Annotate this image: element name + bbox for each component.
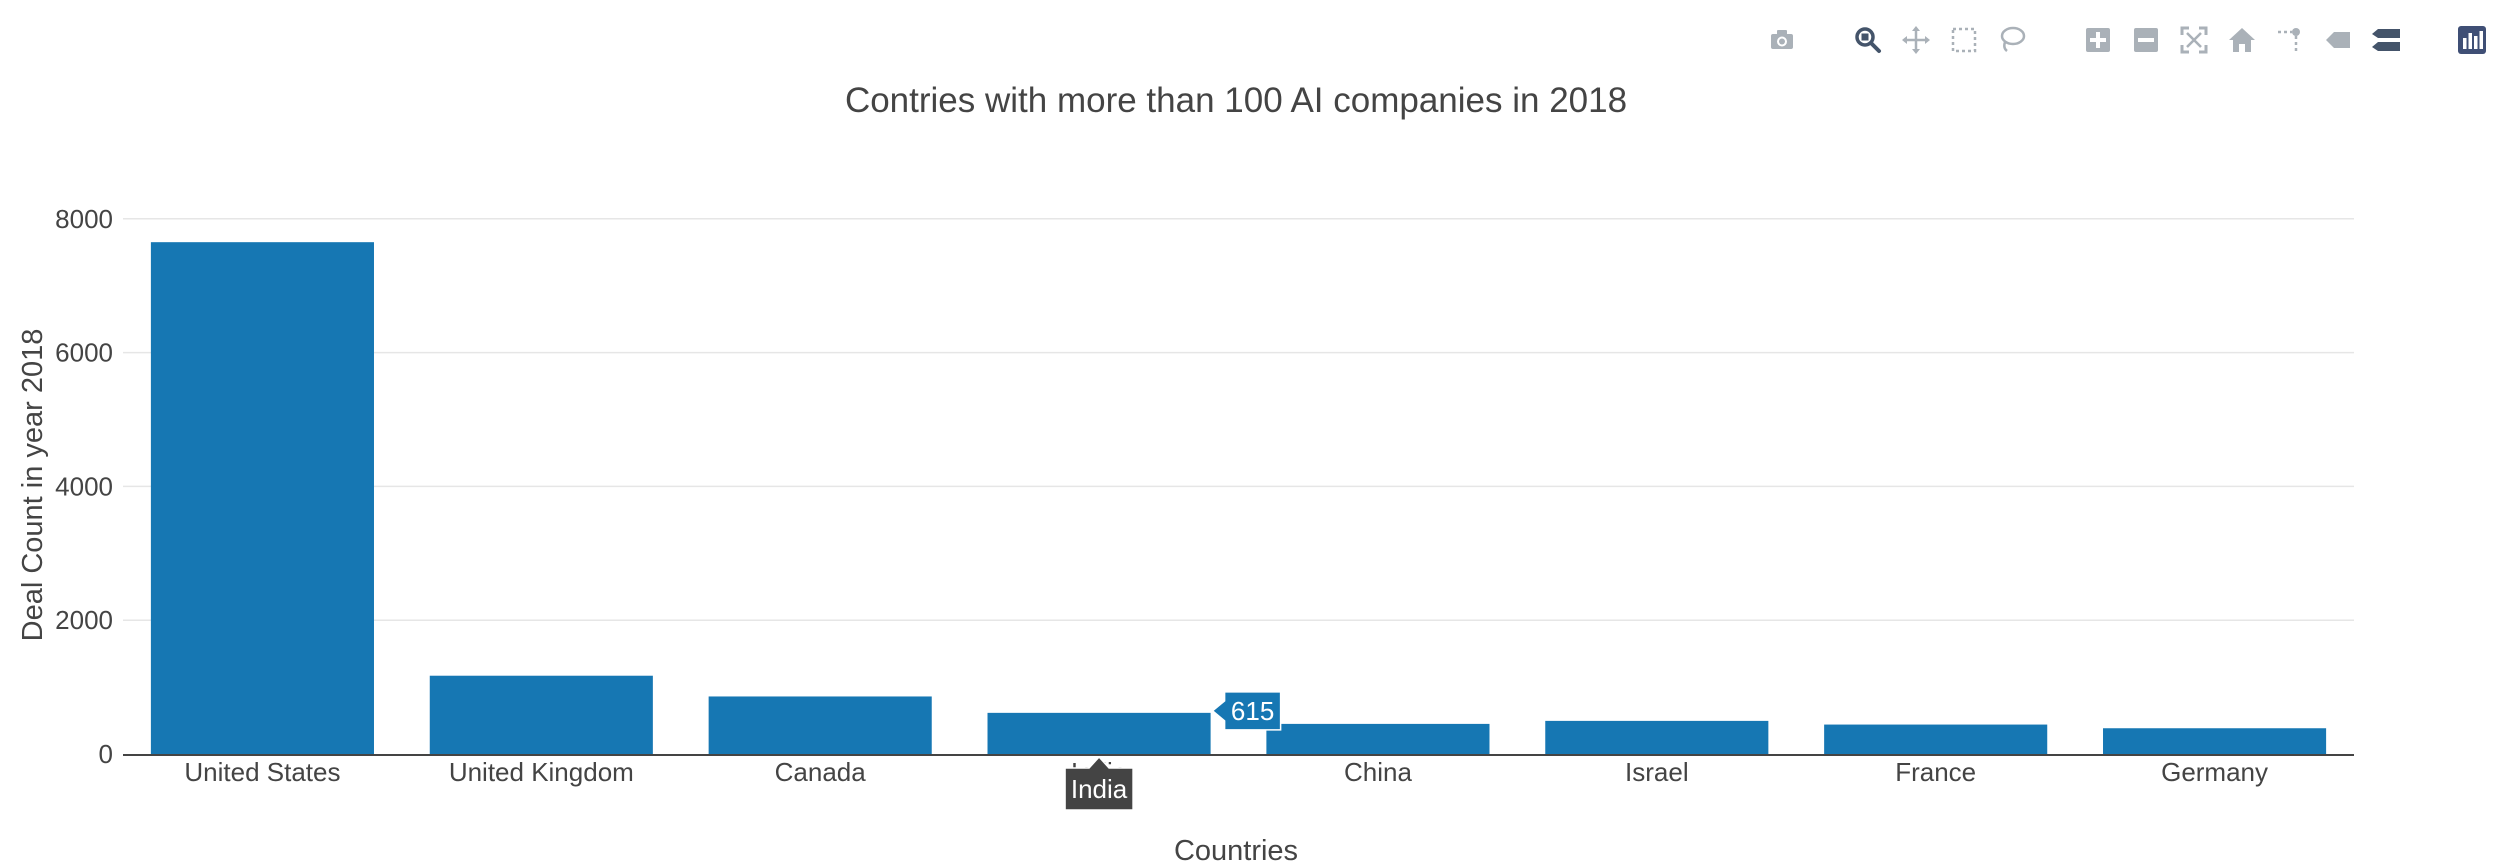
bar[interactable] <box>150 242 374 754</box>
bars <box>150 242 2327 754</box>
zoom-out-icon[interactable] <box>2128 22 2164 58</box>
axes: 0 2000 4000 6000 8000 United States United Kin… <box>55 204 2354 787</box>
bar[interactable] <box>708 696 932 754</box>
modebar <box>1720 22 2496 58</box>
y-tick-label: 4000 <box>55 471 113 501</box>
gridlines <box>123 218 2354 621</box>
plotly-logo-icon[interactable] <box>2454 22 2490 58</box>
hover-category-label: India <box>1071 774 1128 804</box>
x-tick-label: Germany <box>2161 757 2268 787</box>
bar[interactable] <box>2103 728 2327 754</box>
hover-value-label: 615 <box>1231 696 1274 726</box>
hover-value-box <box>1211 691 1282 731</box>
y-tick-label: 2000 <box>55 605 113 635</box>
box-select-icon[interactable] <box>1946 22 1982 58</box>
reset-axes-icon[interactable] <box>2224 22 2260 58</box>
y-tick-label: 0 <box>99 739 113 769</box>
zoom-icon[interactable] <box>1850 22 1886 58</box>
modebar-group <box>1844 22 2036 58</box>
spike-lines-icon[interactable] <box>2272 22 2308 58</box>
camera-icon[interactable] <box>1764 22 1800 58</box>
chart-title: Contries with more than 100 AI companies… <box>845 81 1627 120</box>
x-tick-label: France <box>1895 757 1976 787</box>
bar[interactable] <box>987 712 1211 754</box>
y-tick-label: 8000 <box>55 204 113 234</box>
modebar-group <box>2448 22 2496 58</box>
x-tick-label: Canada <box>775 757 867 787</box>
hover-compare-icon[interactable] <box>2368 22 2404 58</box>
bar[interactable] <box>1266 723 1490 754</box>
pan-icon[interactable] <box>1898 22 1934 58</box>
x-tick-label: Israel <box>1625 757 1689 787</box>
bar[interactable] <box>1545 720 1769 754</box>
bar[interactable] <box>429 675 653 754</box>
hover-labels: 615 India <box>1064 691 1282 811</box>
zoom-in-icon[interactable] <box>2080 22 2116 58</box>
x-tick-label: United States <box>184 757 340 787</box>
y-tick-label: 6000 <box>55 338 113 368</box>
modebar-group <box>2074 22 2410 58</box>
autoscale-icon[interactable] <box>2176 22 2212 58</box>
hover-closest-icon[interactable] <box>2320 22 2356 58</box>
x-tick-label: China <box>1344 757 1412 787</box>
x-tick-label: United Kingdom <box>449 757 634 787</box>
hover-category-box <box>1064 755 1134 811</box>
modebar-group <box>1758 22 1806 58</box>
lasso-select-icon[interactable] <box>1994 22 2030 58</box>
x-axis-title: Countries <box>1174 835 1298 867</box>
y-axis-title: Deal Count in year 2018 <box>17 329 49 642</box>
bar[interactable] <box>1824 724 2048 754</box>
